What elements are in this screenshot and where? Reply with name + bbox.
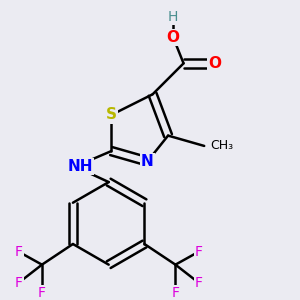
Text: F: F xyxy=(15,276,23,290)
Text: O: O xyxy=(167,30,180,45)
Text: F: F xyxy=(15,245,23,259)
Text: F: F xyxy=(171,286,179,300)
Text: CH₃: CH₃ xyxy=(211,140,234,152)
Text: F: F xyxy=(195,245,203,259)
Text: F: F xyxy=(195,276,203,290)
Text: S: S xyxy=(106,107,117,122)
Text: NH: NH xyxy=(68,159,93,174)
Text: F: F xyxy=(38,286,46,300)
Text: N: N xyxy=(141,154,154,169)
Text: O: O xyxy=(208,56,221,71)
Text: H: H xyxy=(168,10,178,24)
